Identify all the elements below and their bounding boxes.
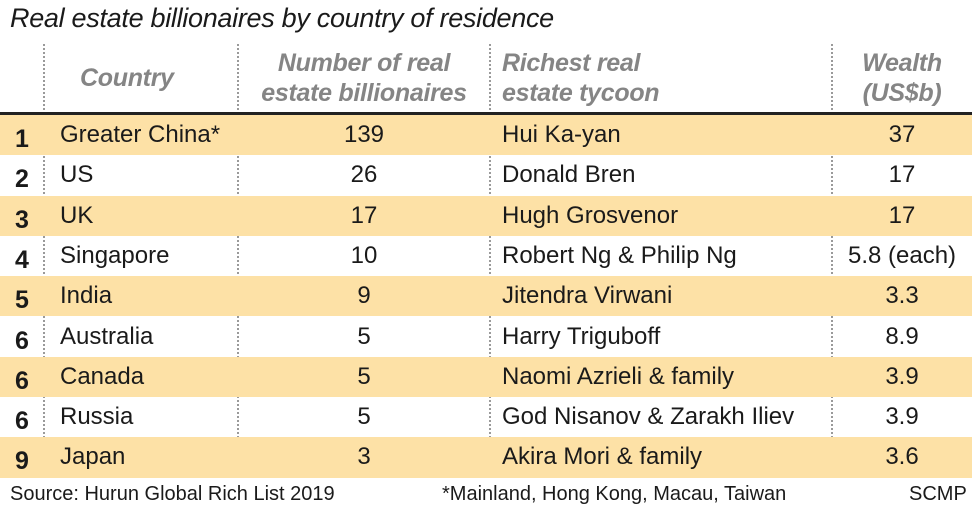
header-rule: [0, 112, 972, 115]
header-wealth-line2: (US$b): [862, 79, 942, 107]
count-cell: 9: [357, 282, 371, 310]
column-divider: [831, 44, 833, 478]
rank-cell: 6: [15, 366, 29, 395]
rank-cell: 2: [15, 165, 29, 194]
count-cell: 3: [357, 443, 371, 471]
header-count-line2: estate billionaires: [261, 79, 467, 107]
source-note: Source: Hurun Global Rich List 2019: [10, 483, 335, 505]
rank-cell: 1: [15, 125, 29, 153]
count-cell: 139: [343, 121, 385, 148]
country-cell: US: [60, 161, 94, 189]
table-row: 1 Greater China* 139 Hui Ka-yan 37: [0, 115, 972, 156]
header-tycoon: Richest real estate tycoon: [502, 44, 660, 112]
rank-cell: 6: [15, 407, 29, 436]
header-count-line1: Number of real: [277, 49, 451, 77]
country-cell: Singapore: [60, 241, 170, 269]
country-cell: India: [60, 282, 113, 310]
wealth-cell: 3.6: [885, 443, 919, 471]
header-wealth: Wealth (US$b): [832, 44, 972, 112]
tycoon-cell: Donald Bren: [502, 161, 636, 189]
rank-cell: 3: [15, 205, 29, 234]
count-cell: 5: [357, 403, 371, 431]
count-cell: 5: [357, 362, 371, 390]
column-divider: [237, 44, 239, 478]
tycoon-cell: Hugh Grosvenor: [502, 201, 679, 229]
rank-cell: 5: [15, 286, 29, 315]
tycoon-cell: Hui Ka-yan: [502, 121, 621, 148]
tycoon-cell: Harry Triguboff: [502, 322, 661, 350]
table-row: 9 Japan 3 Akira Mori & family 3.6: [0, 437, 972, 478]
header-tycoon-line2: estate tycoon: [502, 79, 660, 107]
chart-title: Real estate billionaires by country of r…: [10, 3, 554, 33]
table-row: 2 US 26 Donald Bren 17: [0, 155, 972, 195]
rank-cell: 6: [15, 326, 29, 355]
table-row: 6 Australia 5 Harry Triguboff 8.9: [0, 317, 972, 357]
wealth-cell: 3.9: [885, 403, 919, 431]
count-cell: 26: [350, 161, 378, 189]
header-count: Number of real estate billionaires: [238, 44, 490, 112]
wealth-cell: 17: [888, 161, 916, 189]
rank-cell: 9: [15, 447, 29, 476]
count-cell: 5: [357, 322, 371, 350]
country-cell: Japan: [60, 443, 126, 471]
table-row: 4 Singapore 10 Robert Ng & Philip Ng 5.8 (ea…: [0, 236, 972, 276]
tycoon-cell: Akira Mori & family: [502, 443, 703, 471]
tycoon-cell: Robert Ng & Philip Ng: [502, 241, 737, 269]
count-cell: 10: [350, 241, 378, 269]
wealth-cell: 37: [888, 121, 916, 148]
wealth-cell: 3.3: [885, 282, 919, 310]
tycoon-cell: God Nisanov & Zarakh Iliev: [502, 403, 795, 431]
column-divider: [489, 44, 491, 478]
country-cell: Greater China*: [60, 121, 221, 148]
tycoon-cell: Naomi Azrieli & family: [502, 362, 735, 390]
wealth-cell: 5.8 (each): [847, 241, 957, 269]
column-divider: [43, 44, 45, 478]
table-row: 6 Russia 5 God Nisanov & Zarakh Iliev 3.9: [0, 397, 972, 437]
table-row: 5 India 9 Jitendra Virwani 3.3: [0, 276, 972, 317]
wealth-cell: 3.9: [885, 362, 919, 390]
table-row: 3 UK 17 Hugh Grosvenor 17: [0, 195, 972, 236]
header-country-text: Country: [80, 64, 174, 92]
table-row: 6 Canada 5 Naomi Azrieli & family 3.9: [0, 356, 972, 398]
country-cell: UK: [60, 201, 94, 229]
header-country: Country: [80, 44, 174, 112]
wealth-cell: 17: [888, 201, 916, 229]
country-cell: Russia: [60, 403, 134, 431]
header-tycoon-line1: Richest real: [502, 49, 641, 77]
country-cell: Canada: [60, 362, 145, 390]
footnote: *Mainland, Hong Kong, Macau, Taiwan: [442, 483, 787, 505]
country-cell: Australia: [60, 322, 154, 350]
credit: SCMP: [909, 483, 967, 505]
header-wealth-line1: Wealth: [862, 49, 942, 77]
tycoon-cell: Jitendra Virwani: [502, 282, 673, 310]
wealth-cell: 8.9: [885, 322, 919, 350]
rank-cell: 4: [15, 245, 29, 274]
count-cell: 17: [350, 201, 378, 229]
